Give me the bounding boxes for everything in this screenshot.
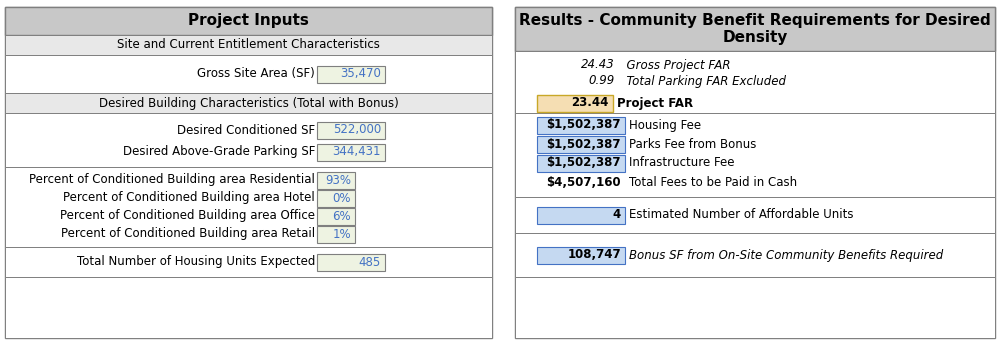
Text: 1%: 1% <box>332 228 351 240</box>
Bar <box>537 246 625 264</box>
Text: Results - Community Benefit Requirements for Desired
Density: Results - Community Benefit Requirements… <box>519 13 991 45</box>
Bar <box>515 233 995 277</box>
Text: 93%: 93% <box>325 173 351 186</box>
Text: Project Inputs: Project Inputs <box>188 13 309 28</box>
Text: Percent of Conditioned Building area Office: Percent of Conditioned Building area Off… <box>60 209 315 222</box>
Bar <box>5 113 492 167</box>
Text: Bonus SF from On-Site Community Benefits Required: Bonus SF from On-Site Community Benefits… <box>629 248 943 262</box>
Bar <box>537 117 625 134</box>
Bar <box>5 55 492 93</box>
Bar <box>537 207 625 224</box>
Bar <box>317 190 355 207</box>
Text: 4: 4 <box>613 209 621 221</box>
Text: 23.44: 23.44 <box>572 97 609 109</box>
Text: Gross Project FAR: Gross Project FAR <box>619 58 730 72</box>
Text: Total Number of Housing Units Expected: Total Number of Housing Units Expected <box>77 255 315 268</box>
Text: 344,431: 344,431 <box>332 146 381 158</box>
Bar <box>317 144 385 161</box>
Text: Gross Site Area (SF): Gross Site Area (SF) <box>197 67 315 81</box>
Text: Desired Building Characteristics (Total with Bonus): Desired Building Characteristics (Total … <box>99 97 398 109</box>
Bar <box>5 277 492 338</box>
Bar <box>5 7 492 35</box>
Bar <box>537 136 625 153</box>
Text: Total Fees to be Paid in Cash: Total Fees to be Paid in Cash <box>629 175 797 189</box>
Bar <box>317 172 355 189</box>
Bar <box>317 65 385 82</box>
Bar <box>317 208 355 225</box>
Bar <box>515 277 995 338</box>
Bar <box>317 254 385 271</box>
Bar <box>317 226 355 243</box>
Text: Desired Conditioned SF: Desired Conditioned SF <box>177 124 315 137</box>
Text: Percent of Conditioned Building area Residential: Percent of Conditioned Building area Res… <box>29 173 315 186</box>
Text: Percent of Conditioned Building area Retail: Percent of Conditioned Building area Ret… <box>61 228 315 240</box>
Bar <box>5 167 492 247</box>
Text: 0%: 0% <box>332 191 351 204</box>
Bar <box>515 197 995 233</box>
Text: $1,502,387: $1,502,387 <box>546 118 621 131</box>
Text: Parks Fee from Bonus: Parks Fee from Bonus <box>629 137 756 151</box>
Text: Percent of Conditioned Building area Hotel: Percent of Conditioned Building area Hot… <box>63 191 315 204</box>
Text: $1,502,387: $1,502,387 <box>546 137 621 151</box>
Text: $4,507,160: $4,507,160 <box>546 175 621 189</box>
Text: 108,747: 108,747 <box>567 248 621 262</box>
Text: 0.99: 0.99 <box>589 74 615 88</box>
Text: 35,470: 35,470 <box>340 67 381 81</box>
Text: Estimated Number of Affordable Units: Estimated Number of Affordable Units <box>629 209 854 221</box>
Text: 522,000: 522,000 <box>333 124 381 137</box>
Bar <box>5 35 492 55</box>
Bar <box>5 93 492 113</box>
Text: Infrastructure Fee: Infrastructure Fee <box>629 156 734 170</box>
Bar <box>515 7 995 338</box>
Text: $1,502,387: $1,502,387 <box>546 156 621 170</box>
Bar <box>5 247 492 277</box>
Bar <box>537 155 625 172</box>
Bar <box>537 94 613 111</box>
Text: 24.43: 24.43 <box>581 58 615 72</box>
Text: Site and Current Entitlement Characteristics: Site and Current Entitlement Characteris… <box>117 38 380 52</box>
Text: 6%: 6% <box>332 209 351 222</box>
Bar <box>317 121 385 138</box>
Text: 485: 485 <box>359 255 381 268</box>
Bar <box>515 51 995 113</box>
Bar <box>515 113 995 197</box>
Text: Housing Fee: Housing Fee <box>629 118 701 131</box>
Bar <box>5 7 492 338</box>
Bar <box>515 7 995 51</box>
Text: Project FAR: Project FAR <box>617 97 693 109</box>
Text: Desired Above-Grade Parking SF: Desired Above-Grade Parking SF <box>123 146 315 158</box>
Text: Total Parking FAR Excluded: Total Parking FAR Excluded <box>619 74 786 88</box>
